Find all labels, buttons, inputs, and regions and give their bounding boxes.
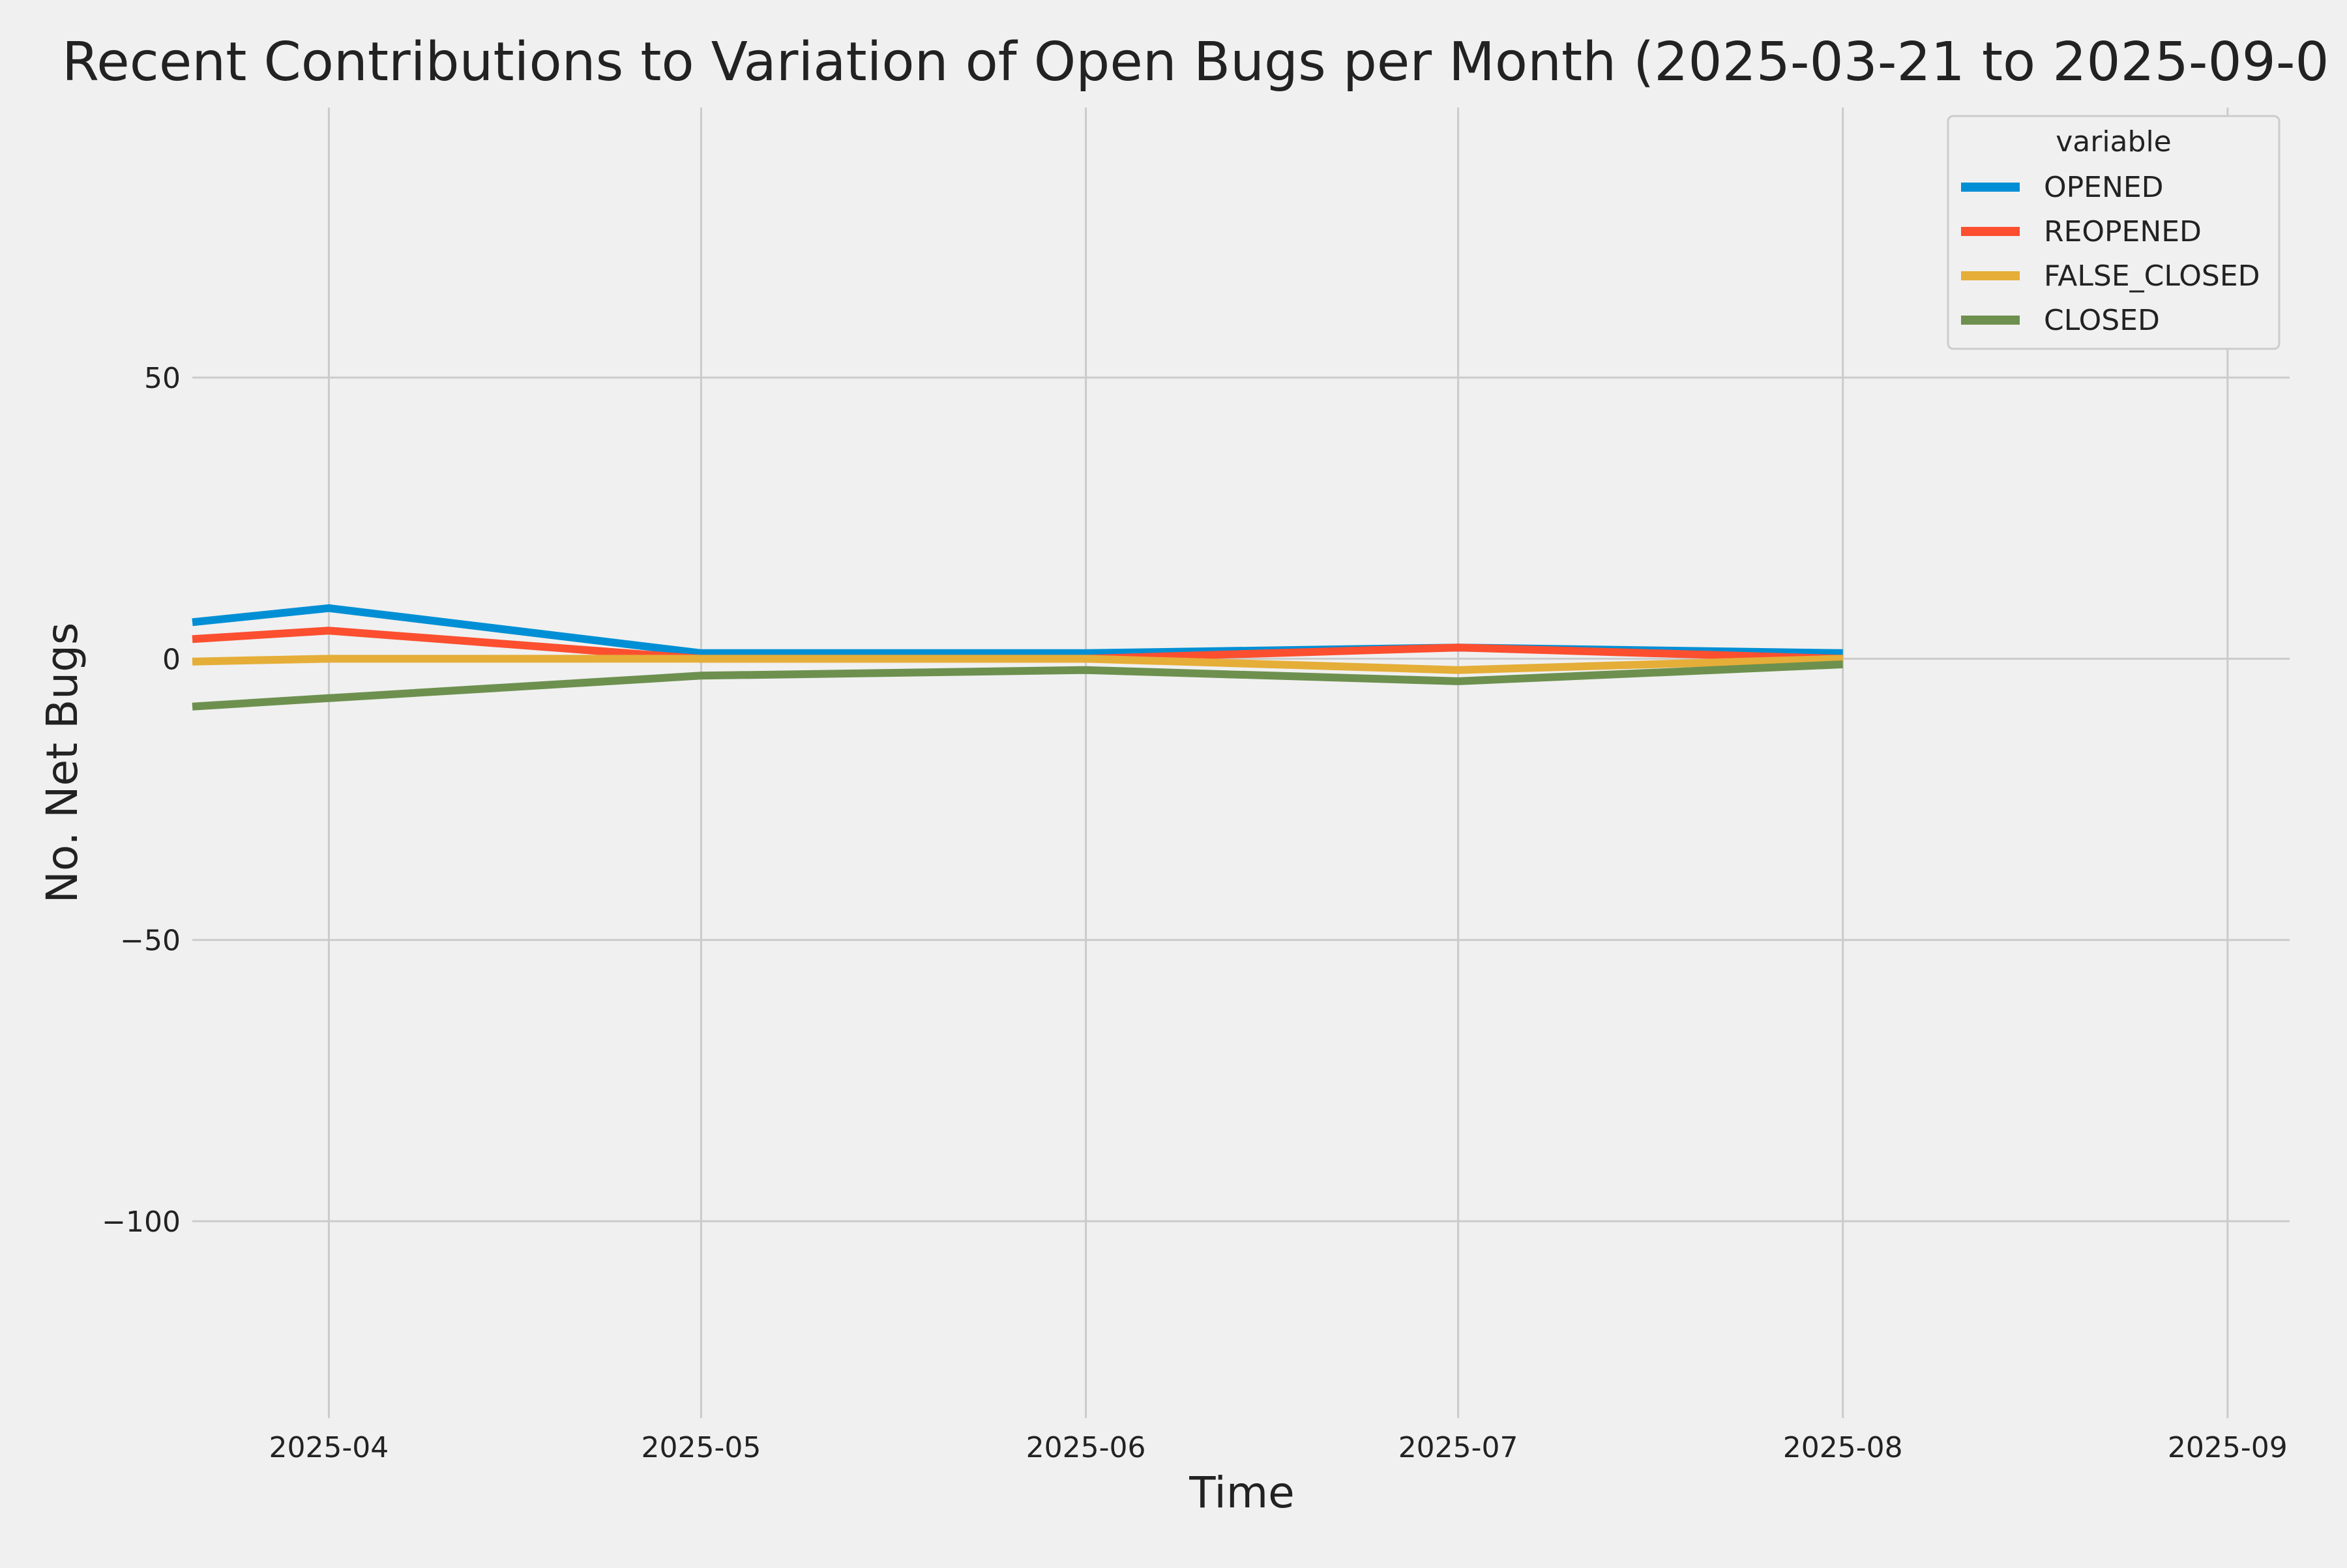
series-lines: [192, 604, 1843, 711]
x-tick-label: 2025-04: [269, 1431, 389, 1464]
legend-label: OPENED: [2044, 171, 2164, 204]
y-tick-label: −100: [102, 1206, 181, 1239]
y-tick-label: −50: [120, 925, 181, 958]
x-tick-label: 2025-09: [2168, 1431, 2288, 1464]
legend: variable OPENED REOPENED FALSE_CLOSED CLOSE…: [1947, 115, 2281, 350]
series-line-closed: [192, 660, 1843, 711]
y-tick-label: 0: [162, 643, 181, 676]
legend-items: OPENED REOPENED FALSE_CLOSED CLOSED: [1961, 171, 2260, 337]
x-tick-label: 2025-08: [1783, 1431, 1903, 1464]
x-tick-label: 2025-05: [642, 1431, 761, 1464]
legend-label: FALSE_CLOSED: [2044, 259, 2260, 293]
legend-title: variable: [2056, 125, 2172, 158]
series-line-false-closed: [192, 655, 1843, 674]
legend-box: [1947, 115, 2281, 350]
x-axis-label: Time: [1188, 1468, 1295, 1518]
x-tick-label: 2025-06: [1026, 1431, 1146, 1464]
legend-label: REOPENED: [2044, 215, 2202, 248]
chart-title: Recent Contributions to Variation of Ope…: [62, 31, 2329, 93]
legend-label: CLOSED: [2044, 304, 2160, 337]
tick-labels: 2025-04 2025-05 2025-06 2025-07 2025-08 2025-…: [102, 362, 2288, 1464]
y-tick-label: 50: [144, 362, 181, 395]
x-tick-label: 2025-07: [1398, 1431, 1518, 1464]
y-axis-label: No. Net Bugs: [37, 623, 87, 904]
